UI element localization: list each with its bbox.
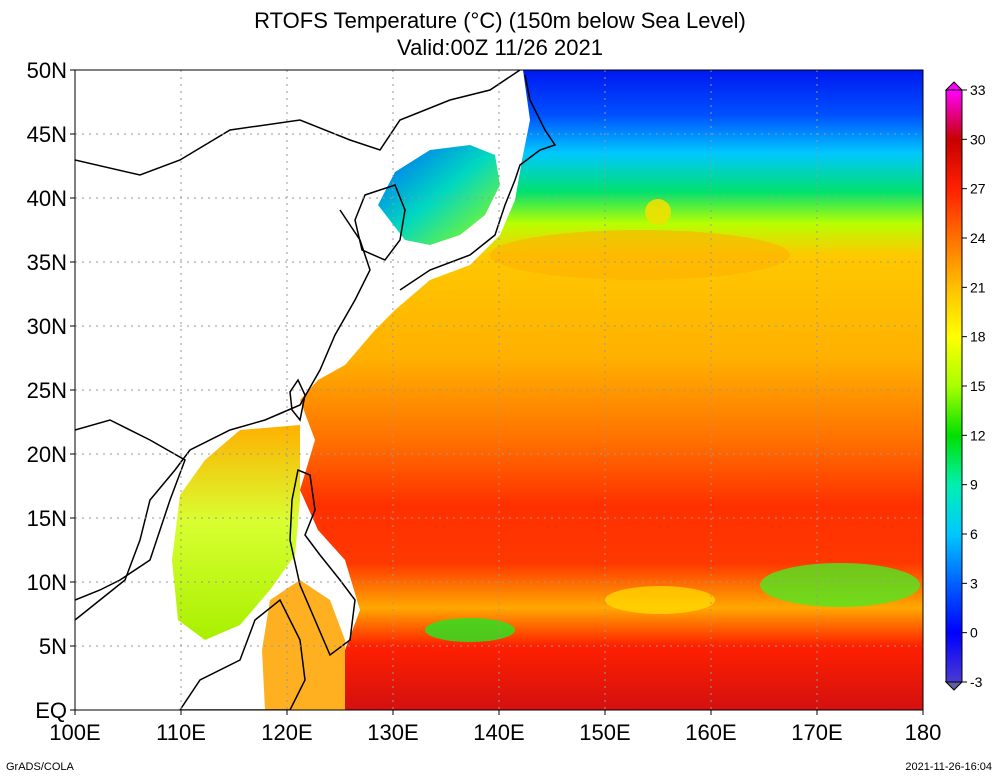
colorbar-tick-label: 30 — [970, 131, 986, 147]
x-tick-label: 100E — [49, 720, 100, 745]
x-tick-label: 180 — [905, 720, 942, 745]
cool-anomaly — [425, 618, 515, 642]
y-tick-label: 35N — [27, 250, 67, 275]
taiwan-coastline — [289, 378, 306, 422]
korea-coastline — [354, 184, 406, 261]
colorbar-top-arrow — [944, 81, 964, 91]
x-tick-label: 160E — [685, 720, 736, 745]
footer-software: GrADS/COLA — [6, 761, 74, 773]
x-tick-label: 110E — [156, 720, 206, 745]
y-tick-label: 40N — [27, 186, 67, 211]
sea-of-japan-field — [378, 145, 500, 245]
cool-anomaly — [760, 563, 920, 607]
colorbar-tick-label: 33 — [970, 82, 986, 98]
indochina-coastline — [75, 419, 186, 601]
pacific-temperature-field — [300, 70, 923, 710]
colorbar-bottom-arrow — [944, 681, 964, 691]
colorbar-tick-label: 27 — [970, 181, 986, 197]
x-tick-label: 120E — [261, 720, 312, 745]
y-tick-label: 10N — [27, 570, 67, 595]
y-tick-label: 50N — [27, 58, 67, 83]
sulu-sea-field — [262, 580, 345, 710]
x-tick-label: 170E — [791, 720, 842, 745]
kuroshio-extension — [490, 230, 790, 280]
y-tick-label: 25N — [27, 378, 67, 403]
y-tick-label: 15N — [27, 506, 67, 531]
ocean-field — [172, 70, 923, 710]
y-tick-label: 20N — [27, 442, 67, 467]
x-tick-label: 150E — [579, 720, 630, 745]
y-axis: EQ 5N 10N 15N 20N 25N 30N 35N 40N 45N 50N — [27, 58, 75, 723]
footer-timestamp: 2021-11-26-16:04 — [905, 761, 992, 773]
colorbar-tick-label: 21 — [970, 279, 986, 295]
colorbar: -3 0 3 6 9 12 15 18 21 24 27 30 33 — [944, 81, 986, 691]
colorbar-tick-label: 0 — [970, 625, 978, 641]
south-china-sea-field — [172, 425, 300, 640]
colorbar-tick-label: 12 — [970, 427, 986, 443]
colorbar-scale — [945, 89, 963, 683]
gridlines — [75, 70, 923, 710]
colorbar-tick-label: 6 — [970, 526, 978, 542]
y-tick-label: 5N — [39, 634, 67, 659]
japan-coastline — [399, 74, 557, 291]
x-tick-label: 140E — [473, 720, 524, 745]
asia-coastline — [75, 70, 521, 621]
colorbar-tick-label: -3 — [970, 674, 983, 690]
colorbar-tick-label: 15 — [970, 378, 986, 394]
philippines-coastline — [289, 468, 356, 657]
x-axis: 100E 110E 120E 130E 140E 150E 160E 170E 180 — [49, 710, 941, 745]
y-tick-label: 45N — [27, 122, 67, 147]
coastlines — [75, 70, 557, 710]
colorbar-tick-label: 18 — [970, 329, 986, 345]
warm-eddy — [645, 199, 671, 225]
colorbar-tick-label: 9 — [970, 477, 978, 493]
borneo-coastline — [179, 598, 306, 710]
chart-subtitle: Valid:00Z 11/26 2021 — [397, 35, 603, 60]
y-tick-label: 30N — [27, 314, 67, 339]
chart-title: RTOFS Temperature (°C) (150m below Sea L… — [254, 8, 746, 33]
colorbar-tick-label: 24 — [970, 230, 986, 246]
x-tick-label: 130E — [367, 720, 418, 745]
colorbar-ticks: -3 0 3 6 9 12 15 18 21 24 27 30 33 — [962, 82, 986, 690]
y-tick-label: EQ — [35, 698, 67, 723]
colorbar-tick-label: 3 — [970, 575, 978, 591]
cool-anomaly — [605, 586, 715, 614]
